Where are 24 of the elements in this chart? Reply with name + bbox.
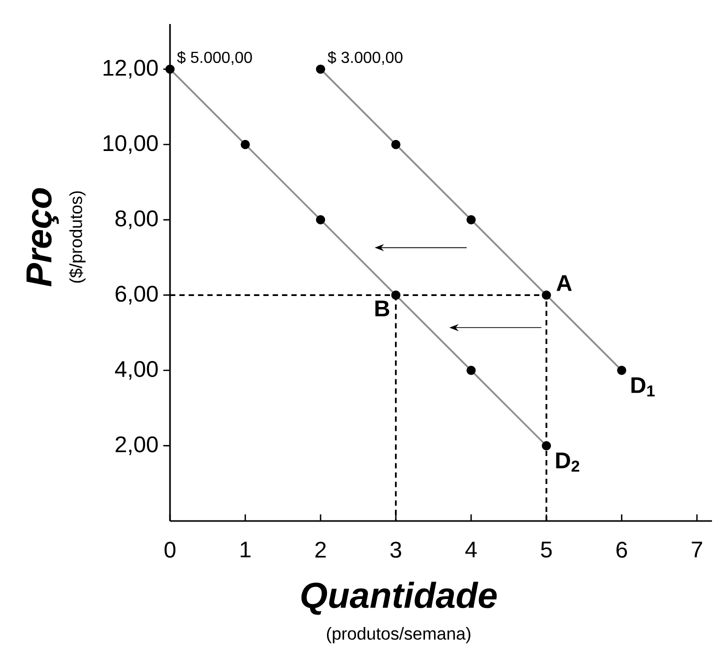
x-tick-label: 3 <box>390 542 402 558</box>
annotation: B <box>375 300 390 316</box>
x-axis-title: Quantidade <box>301 582 497 615</box>
x-tick-label: 2 <box>315 542 326 558</box>
x-tick-label: 1 <box>240 542 250 558</box>
y-tick-label: 2,00 <box>116 436 158 456</box>
y-tick-label: 12,00 <box>104 60 158 79</box>
y-axis-title: Preço <box>26 188 59 286</box>
annotation: $ 5.000,00 <box>177 51 252 65</box>
y-tick-label: 10,00 <box>104 135 158 154</box>
y-tick-label: 8,00 <box>115 210 158 230</box>
x-tick-label: 4 <box>465 542 477 558</box>
x-tick-label: 7 <box>692 542 702 558</box>
y-tick-label: 4,00 <box>115 361 158 380</box>
x-tick-label: 5 <box>540 542 552 558</box>
text: (produtos/semana) <box>327 627 470 644</box>
x-tick-label: 0 <box>164 542 176 558</box>
x-tick-label: 6 <box>616 542 627 558</box>
annotation: $ 3.000,00 <box>328 51 402 65</box>
series-label: D$_{1}$ <box>631 377 655 396</box>
series-label: D$_{2}$ <box>556 452 580 472</box>
annotation: A <box>556 275 572 291</box>
y-tick-label: 6,00 <box>116 286 158 304</box>
text: ($/produtos) <box>69 191 86 283</box>
